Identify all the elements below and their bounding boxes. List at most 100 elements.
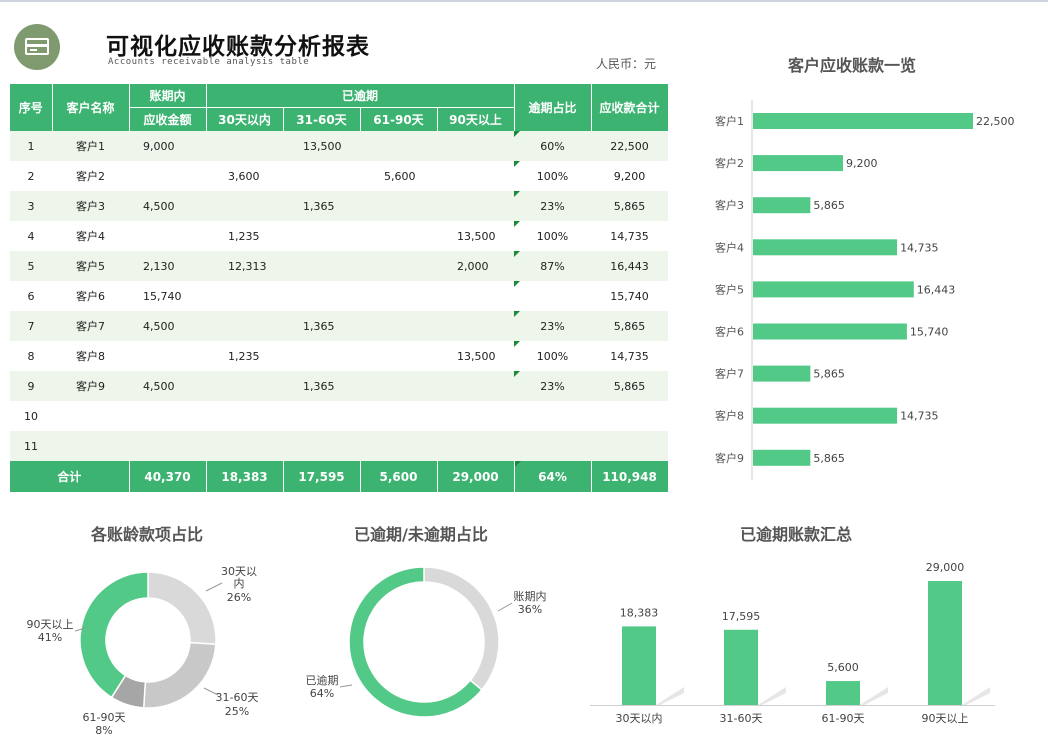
data-label: 18,383	[620, 606, 659, 619]
cell-customer: 客户1	[52, 131, 129, 161]
table-row: 9 客户9 4,500 1,365 23% 5,865	[10, 371, 669, 401]
cell-overdue-ratio: 100%	[514, 341, 592, 371]
comment-marker-icon	[514, 251, 521, 257]
cell-days-30	[206, 431, 283, 461]
table-row: 11	[10, 431, 669, 461]
category-label: 客户4	[715, 240, 744, 254]
category-label: 客户3	[715, 198, 744, 212]
cell-customer: 客户4	[52, 221, 129, 251]
header-total-receivable: 应收款合计	[591, 84, 669, 131]
data-label: 14,735	[900, 241, 939, 254]
card-logo-icon	[14, 24, 60, 70]
data-label: 16,443	[917, 283, 956, 296]
leader-line	[339, 684, 353, 688]
header-90-plus-days: 90天以上	[437, 107, 515, 131]
cell-days-61-90: 5,600	[360, 161, 437, 191]
table-row: 8 客户8 1,235 13,500 100% 14,735	[10, 341, 669, 371]
category-label: 客户2	[715, 156, 744, 170]
data-label: 17,595	[722, 610, 761, 623]
slice-label: 61-90天	[83, 711, 126, 724]
cell-customer: 客户5	[52, 251, 129, 281]
slice-label: 账期内	[514, 589, 547, 603]
table-row: 5 客户5 2,130 12,313 2,000 87% 16,443	[10, 251, 669, 281]
cell-days-30: 3,600	[206, 161, 283, 191]
comment-marker-icon	[514, 371, 521, 377]
donut-slice	[348, 566, 483, 718]
cell-days-31-60: 1,365	[283, 311, 360, 341]
cell-receivable-amount	[129, 341, 206, 371]
bar	[753, 113, 973, 129]
cell-overdue-ratio	[514, 401, 592, 431]
cell-total-receivable: 5,865	[591, 191, 669, 221]
data-label: 5,600	[827, 661, 859, 674]
cell-days-90-plus	[437, 401, 515, 431]
cell-seq: 9	[10, 371, 52, 401]
total-sum: 110,948	[591, 461, 669, 492]
receivable-table: 序号 客户名称 账期内 已逾期 逾期占比 应收款合计 应收金额 30天以内 31…	[10, 84, 669, 492]
cell-total-receivable: 15,740	[591, 281, 669, 311]
comment-marker-icon	[514, 311, 521, 317]
cell-overdue-ratio: 23%	[514, 311, 592, 341]
cell-days-31-60: 13,500	[283, 131, 360, 161]
table-row: 7 客户7 4,500 1,365 23% 5,865	[10, 311, 669, 341]
cell-total-receivable: 14,735	[591, 341, 669, 371]
cell-days-90-plus	[437, 191, 515, 221]
category-label: 客户1	[715, 114, 744, 128]
comment-marker-icon	[514, 341, 521, 347]
leader-line	[497, 602, 513, 612]
cell-days-30	[206, 191, 283, 221]
leader-line	[74, 627, 87, 632]
cell-days-31-60	[283, 341, 360, 371]
comment-marker-icon	[514, 131, 521, 137]
data-label: 14,735	[900, 410, 939, 423]
comment-marker-icon	[514, 461, 521, 467]
slice-label: 36%	[518, 603, 542, 616]
slice-label: 26%	[227, 591, 251, 604]
category-label: 30天以内	[616, 711, 663, 725]
cell-days-90-plus: 13,500	[437, 341, 515, 371]
cell-overdue-ratio: 23%	[514, 371, 592, 401]
cell-total-receivable: 22,500	[591, 131, 669, 161]
table-row: 6 客户6 15,740 15,740	[10, 281, 669, 311]
cell-seq: 4	[10, 221, 52, 251]
cell-receivable-amount	[129, 161, 206, 191]
cell-receivable-amount: 4,500	[129, 371, 206, 401]
cell-receivable-amount: 2,130	[129, 251, 206, 281]
cell-days-31-60: 1,365	[283, 191, 360, 221]
cell-days-90-plus	[437, 281, 515, 311]
header-61-90-days: 61-90天	[360, 107, 438, 131]
cell-days-61-90	[360, 281, 437, 311]
cell-seq: 5	[10, 251, 52, 281]
customer-receivable-chart: 客户1 22,500 客户2 9,200 客户3 5,865 客户4 14,735 客户5 16,…	[715, 100, 1015, 480]
data-label: 15,740	[910, 326, 949, 339]
cell-total-receivable	[591, 401, 669, 431]
cell-days-90-plus: 13,500	[437, 221, 515, 251]
comment-marker-icon	[514, 221, 521, 227]
cell-overdue-ratio: 100%	[514, 221, 592, 251]
category-label: 90天以上	[922, 712, 969, 725]
header-overdue-ratio: 逾期占比	[514, 84, 592, 131]
comment-marker-icon	[514, 161, 521, 167]
cell-days-31-60: 1,365	[283, 371, 360, 401]
cell-days-30	[206, 371, 283, 401]
bar-shadow	[962, 687, 990, 705]
cell-overdue-ratio: 100%	[514, 161, 592, 191]
cell-total-receivable: 16,443	[591, 251, 669, 281]
cell-days-90-plus	[437, 311, 515, 341]
bar	[753, 239, 898, 256]
cell-seq: 6	[10, 281, 52, 311]
category-label: 客户7	[715, 367, 744, 381]
cell-total-receivable: 5,865	[591, 311, 669, 341]
slice-label: 64%	[310, 687, 334, 700]
category-label: 61-90天	[822, 712, 865, 725]
cell-days-31-60	[283, 161, 360, 191]
cell-customer	[52, 401, 129, 431]
cell-days-30	[206, 281, 283, 311]
customer-chart-title: 客户应收账款一览	[788, 56, 917, 75]
bar	[724, 629, 758, 705]
slice-label: 已逾期	[306, 673, 339, 687]
cell-days-30: 12,313	[206, 251, 283, 281]
bar-shadow	[758, 687, 786, 705]
cell-days-61-90	[360, 431, 437, 461]
bar	[753, 407, 898, 424]
